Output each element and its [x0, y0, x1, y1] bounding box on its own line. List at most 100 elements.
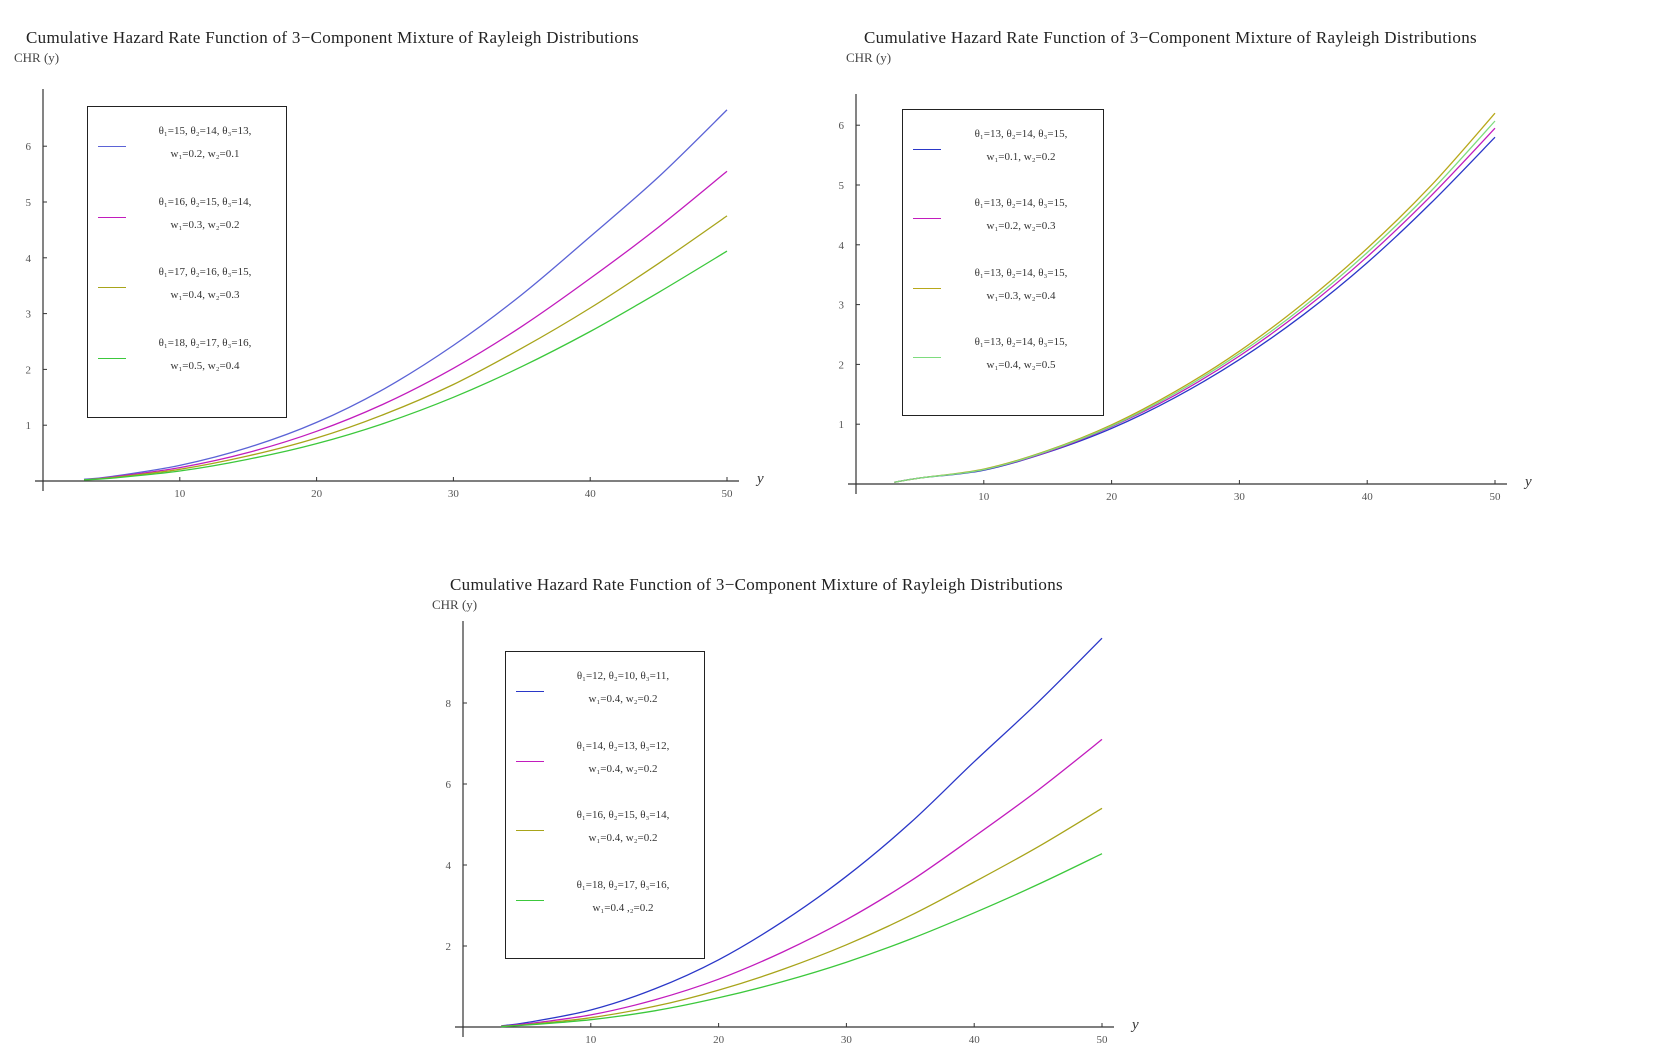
legend-label: θ₁=18, θ₂=17, θ₃=16,: [576, 878, 670, 891]
series-line-4: [501, 853, 1103, 1028]
x-axis-label: y: [1130, 1017, 1139, 1033]
legend-label: θ₁=13, θ₂=14, θ₃=15,: [974, 128, 1068, 140]
legend-item: θ₁=13, θ₂=14, θ₃=15, w₁=0.3, w₂=0.4: [913, 267, 1097, 311]
legend-swatch: [98, 146, 126, 147]
series-line-3: [501, 807, 1103, 1027]
legend: θ₁=13, θ₂=14, θ₃=15, w₁=0.1, w₂=0.2 θ₁=13,…: [902, 109, 1104, 416]
legend-label: θ₁=14, θ₂=13, θ₃=12,: [576, 739, 670, 752]
legend-label: θ₁=17, θ₂=16, θ₃=15,: [158, 266, 252, 278]
y-axis-label: CHR (y): [432, 597, 478, 612]
legend: θ₁=15, θ₂=14, θ₃=13, w₁=0.2, w₂=0.1 θ₁=16,…: [87, 106, 287, 418]
y-tick-label: 6: [26, 141, 32, 153]
legend-item: θ₁=12, θ₂=10, θ₃=11, w₁=0.4, w₂=0.2: [516, 670, 698, 714]
legend-label-weights: w₁=0.3, w₂=0.2: [170, 218, 240, 231]
legend-item: θ₁=13, θ₂=14, θ₃=15, w₁=0.2, w₂=0.3: [913, 197, 1097, 241]
x-tick-label: 30: [1234, 491, 1246, 503]
x-tick-label: 20: [713, 1034, 725, 1046]
legend-swatch: [516, 760, 544, 762]
legend-label: θ₁=16, θ₂=15, θ₃=14,: [158, 195, 252, 208]
legend-swatch: [516, 691, 544, 692]
legend-swatch: [913, 287, 941, 289]
legend-label-weights: w₁=0.2, w₂=0.1: [170, 148, 240, 160]
legend-swatch: [98, 357, 126, 359]
legend-swatch: [98, 287, 126, 288]
y-tick-label: 4: [446, 860, 452, 872]
legend-label-weights: w₁=0.3, w₂=0.4: [986, 289, 1056, 302]
x-tick-label: 10: [978, 491, 990, 503]
x-tick-label: 50: [1490, 491, 1502, 503]
legend-item: θ₁=17, θ₂=16, θ₃=15, w₁=0.4, w₂=0.3: [98, 266, 280, 310]
legend-label-weights: w₁=0.2, w₂=0.3: [986, 220, 1056, 233]
series-line-2: [501, 738, 1103, 1027]
x-tick-label: 40: [585, 488, 597, 500]
y-tick-label: 5: [26, 197, 32, 209]
x-tick-label: 20: [1106, 491, 1118, 503]
legend-label-weights: w₁=0.4 ,₂=0.2: [592, 901, 654, 914]
y-tick-label: 2: [839, 359, 845, 371]
chart-svg: 10 20 30 40 50 2 4 6 8 y: [446, 621, 1139, 1046]
y-tick-label: 3: [839, 300, 845, 312]
legend-label: θ₁=18, θ₂=17, θ₃=16,: [158, 336, 252, 349]
chart-title: Cumulative Hazard Rate Function of 3−Com…: [450, 575, 1063, 594]
series-line-3: [83, 215, 728, 481]
legend-label: θ₁=15, θ₂=14, θ₃=13,: [158, 125, 252, 137]
legend-label-weights: w₁=0.1, w₂=0.2: [986, 151, 1056, 163]
x-tick-label: 40: [969, 1034, 981, 1046]
y-tick-label: 2: [26, 364, 32, 376]
legend-label-weights: w₁=0.4, w₂=0.5: [986, 358, 1056, 371]
y-tick-label: 6: [446, 779, 452, 791]
legend-label-weights: w₁=0.4, w₂=0.2: [588, 832, 658, 844]
legend-label-weights: w₁=0.4, w₂=0.2: [588, 693, 658, 705]
series-line-4: [83, 250, 728, 481]
x-tick-label: 30: [841, 1034, 853, 1046]
legend-label: θ₁=13, θ₂=14, θ₃=15,: [974, 197, 1068, 210]
legend-item: θ₁=14, θ₂=13, θ₃=12, w₁=0.4, w₂=0.2: [516, 740, 698, 784]
legend-label: θ₁=16, θ₂=15, θ₃=14,: [576, 809, 670, 821]
legend-swatch: [516, 830, 544, 831]
legend-label: θ₁=12, θ₂=10, θ₃=11,: [576, 670, 670, 682]
y-axis-label: CHR (y): [846, 50, 892, 65]
legend-label: θ₁=13, θ₂=14, θ₃=15,: [974, 335, 1068, 348]
legend-item: θ₁=13, θ₂=14, θ₃=15, w₁=0.4, w₂=0.5: [913, 336, 1097, 380]
y-tick-label: 5: [839, 180, 845, 192]
x-tick-label: 50: [722, 488, 734, 500]
legend-label: θ₁=13, θ₂=14, θ₃=15,: [974, 266, 1068, 279]
legend-label-weights: w₁=0.5, w₂=0.4: [170, 359, 240, 372]
x-tick-label: 30: [448, 488, 460, 500]
x-tick-label: 10: [585, 1034, 597, 1046]
legend-item: θ₁=16, θ₂=15, θ₃=14, w₁=0.3, w₂=0.2: [98, 196, 280, 240]
x-tick-label: 40: [1362, 491, 1374, 503]
y-tick-label: 1: [839, 419, 845, 431]
series-line-1: [501, 637, 1103, 1027]
y-tick-label: 8: [446, 698, 452, 710]
x-tick-label: 10: [174, 488, 186, 500]
chart-1: Cumulative Hazard Rate Function of 3−Com…: [0, 24, 764, 500]
series-line-4: [894, 120, 1496, 483]
chart-title: Cumulative Hazard Rate Function of 3−Com…: [26, 28, 639, 47]
y-tick-label: 2: [446, 941, 452, 953]
y-tick-label: 4: [839, 240, 845, 252]
y-tick-label: 4: [26, 253, 32, 265]
chart-svg: 10 20 30 40 50 1 2 3 4 5 6 y: [26, 89, 764, 500]
legend-swatch: [516, 899, 544, 901]
x-axis-label: y: [1523, 474, 1532, 490]
y-tick-label: 6: [839, 120, 845, 132]
legend-label-weights: w₁=0.4, w₂=0.2: [588, 762, 658, 775]
x-axis-label: y: [755, 471, 764, 487]
chart-3: Cumulative Hazard Rate Function of 3−Com…: [430, 571, 1190, 1051]
x-tick-label: 50: [1097, 1034, 1109, 1046]
series-line-1: [83, 109, 728, 480]
legend-item: θ₁=18, θ₂=17, θ₃=16, w₁=0.4 ,₂=0.2: [516, 879, 698, 923]
chart-svg: 10 20 30 40 50 1 2 3 4 5 6 y: [839, 94, 1532, 503]
legend-item: θ₁=16, θ₂=15, θ₃=14, w₁=0.4, w₂=0.2: [516, 809, 698, 853]
series-line-2: [83, 170, 728, 481]
legend-item: θ₁=15, θ₂=14, θ₃=13, w₁=0.2, w₂=0.1: [98, 125, 280, 169]
legend-item: θ₁=13, θ₂=14, θ₃=15, w₁=0.1, w₂=0.2: [913, 128, 1097, 172]
y-tick-label: 3: [26, 309, 32, 321]
chart-2: Cumulative Hazard Rate Function of 3−Com…: [830, 24, 1610, 503]
legend-label-weights: w₁=0.4, w₂=0.3: [170, 289, 240, 301]
x-tick-label: 20: [311, 488, 323, 500]
legend-item: θ₁=18, θ₂=17, θ₃=16, w₁=0.5, w₂=0.4: [98, 337, 280, 381]
chart-title: Cumulative Hazard Rate Function of 3−Com…: [864, 28, 1477, 47]
y-tick-label: 1: [26, 420, 32, 432]
